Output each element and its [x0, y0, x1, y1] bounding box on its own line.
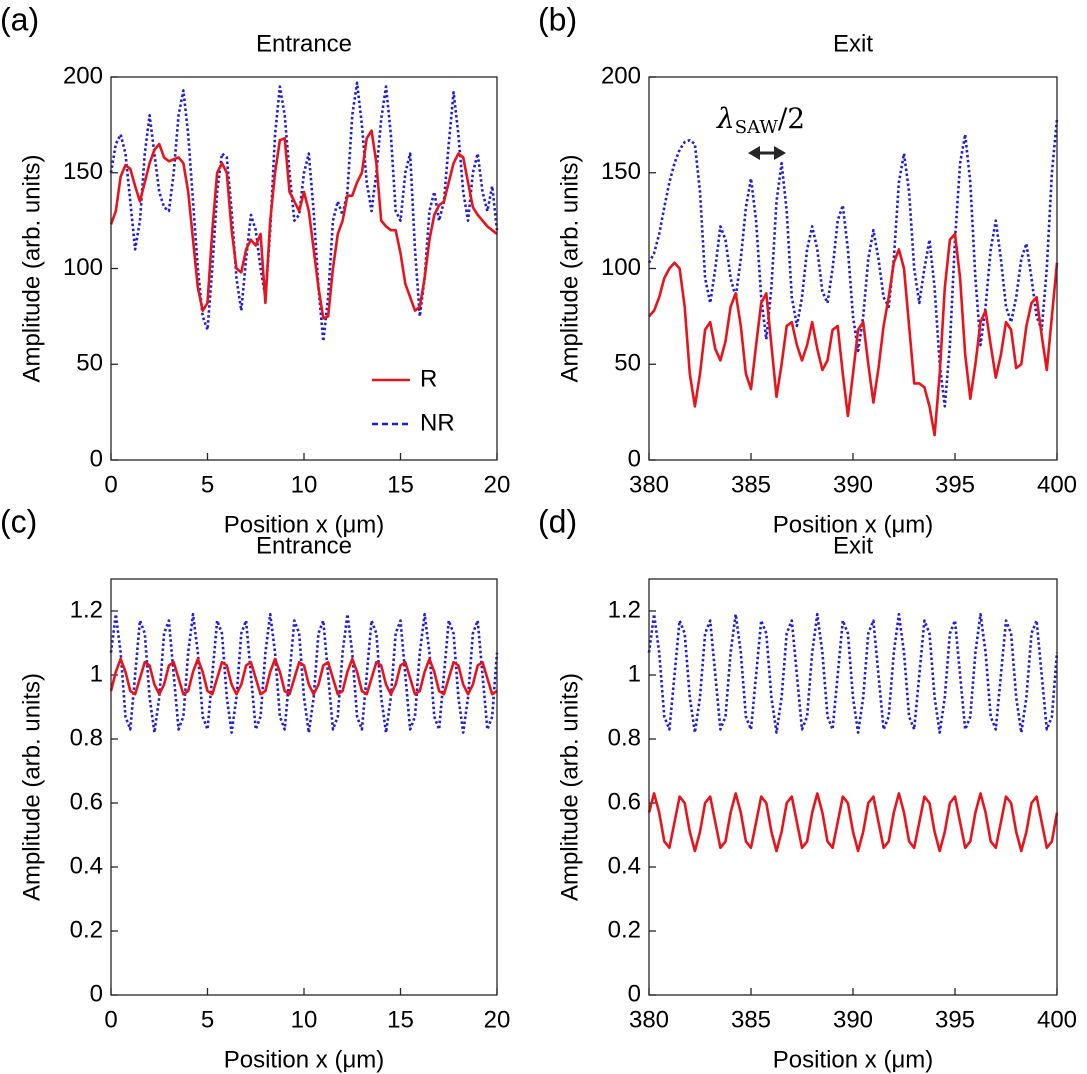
y-tick-label: 1.2 [608, 596, 641, 623]
panel-title: Exit [833, 30, 873, 57]
panel-label: (b) [538, 1, 577, 37]
x-tick-label: 400 [1037, 1006, 1077, 1033]
x-tick-label: 395 [935, 1006, 975, 1033]
y-tick-label: 0 [628, 980, 641, 1007]
x-axis-label: Position x (μm) [224, 511, 385, 538]
series-line [109, 657, 498, 696]
y-tick-label: 100 [63, 254, 103, 281]
axes-frame [110, 578, 498, 996]
panel-title: Entrance [256, 30, 352, 57]
x-axis-label: Position x (μm) [773, 511, 934, 538]
y-tick-label: 1 [90, 660, 103, 687]
y-axis-label: Amplitude (arb. units) [556, 673, 583, 901]
y-tick-label: 0.6 [70, 788, 103, 815]
y-axis-label: Amplitude (arb. units) [18, 154, 45, 382]
x-tick-label: 390 [833, 1006, 873, 1033]
x-tick-label: 10 [291, 1006, 318, 1033]
x-tick-label: 385 [731, 471, 771, 498]
x-tick-label: 395 [935, 471, 975, 498]
x-tick-label: 380 [629, 1006, 669, 1033]
x-tick-label: 390 [833, 471, 873, 498]
y-tick-label: 0.2 [70, 916, 103, 943]
y-tick-label: 150 [63, 158, 103, 185]
series-line [647, 792, 1059, 853]
y-tick-label: 0.2 [608, 916, 641, 943]
x-tick-label: 380 [629, 471, 669, 498]
annotation-part: /2 [778, 102, 805, 135]
panel-label: (d) [538, 503, 577, 539]
series-line [648, 232, 1059, 437]
y-tick-label: 0.6 [608, 788, 641, 815]
axes-frame [648, 76, 1058, 461]
x-tick-label: 5 [201, 1006, 214, 1033]
annotation-arrow [748, 146, 786, 160]
series-line [647, 612, 1059, 734]
x-tick-label: 5 [201, 471, 214, 498]
axes-frame [110, 76, 498, 461]
y-tick-label: 0 [90, 980, 103, 1007]
y-tick-label: 0.8 [70, 724, 103, 751]
legend-label: R [420, 365, 437, 392]
x-tick-label: 0 [104, 1006, 117, 1033]
y-tick-label: 200 [601, 62, 641, 89]
series-line [109, 81, 499, 343]
x-axis-label: Position x (μm) [773, 1046, 934, 1073]
series-line [647, 119, 1059, 408]
x-tick-label: 400 [1037, 471, 1077, 498]
x-tick-label: 20 [484, 1006, 511, 1033]
y-tick-label: 1 [628, 660, 641, 687]
y-tick-label: 50 [614, 350, 641, 377]
y-tick-label: 100 [601, 254, 641, 281]
axes-frame [648, 578, 1058, 996]
panel-label: (a) [0, 1, 39, 37]
annotation: λSAW/2 [716, 102, 805, 139]
annotation-part: λ [716, 102, 735, 135]
series-line [109, 129, 498, 320]
y-tick-label: 1.2 [70, 596, 103, 623]
panel-title: Entrance [256, 532, 352, 559]
x-tick-label: 15 [387, 1006, 414, 1033]
x-axis-label: Position x (μm) [224, 1046, 385, 1073]
x-tick-label: 15 [387, 471, 414, 498]
y-tick-label: 0 [628, 445, 641, 472]
x-tick-label: 10 [291, 471, 318, 498]
x-tick-label: 0 [104, 471, 117, 498]
y-tick-label: 0.4 [608, 852, 641, 879]
legend-label: NR [420, 409, 455, 436]
y-tick-label: 50 [76, 350, 103, 377]
x-tick-label: 20 [484, 471, 511, 498]
y-axis-label: Amplitude (arb. units) [18, 673, 45, 901]
x-tick-label: 385 [731, 1006, 771, 1033]
series-line [109, 612, 499, 734]
y-tick-label: 200 [63, 62, 103, 89]
y-tick-label: 150 [601, 158, 641, 185]
y-axis-label: Amplitude (arb. units) [556, 154, 583, 382]
y-tick-label: 0.4 [70, 852, 103, 879]
panel-title: Exit [833, 532, 873, 559]
panel-label: (c) [0, 503, 37, 539]
y-tick-label: 0.8 [608, 724, 641, 751]
y-tick-label: 0 [90, 445, 103, 472]
annotation-part: SAW [735, 117, 779, 138]
